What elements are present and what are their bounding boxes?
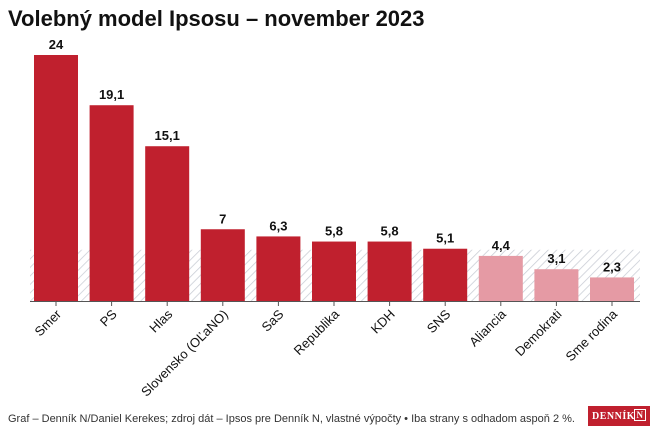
bar [534,269,579,301]
bar [590,277,634,301]
x-tick-label: Sme rodina [563,306,621,364]
value-label: 5,8 [325,224,343,239]
value-label: 19,1 [99,87,124,102]
bar [256,236,301,301]
x-tick-label: Smer [32,306,65,339]
value-label: 5,1 [436,231,454,246]
bar [423,248,468,301]
x-tick-label: SaS [259,306,287,334]
x-tick-label: Republika [291,306,343,358]
value-label: 6,3 [269,218,287,233]
value-label: 4,4 [492,238,511,253]
bar [89,105,134,301]
logo-text: DENNÍK [592,410,636,422]
value-label: 2,3 [603,259,621,274]
x-tick-label: KDH [368,307,398,337]
bar-chart: 24 19,1 15,1 7 6,3 5,8 5,8 5,1 4,4 3,1 2,3 Smer PS H… [30,37,640,399]
x-tick-label: SNS [424,306,454,336]
bar [34,55,78,301]
x-tick-label: Demokrati [512,306,565,359]
value-label: 15,1 [155,128,180,143]
value-label: 7 [219,211,226,226]
bar [367,241,412,301]
bar [200,229,245,301]
source-note: Graf – Denník N/Daniel Kerekes; zdroj dá… [8,413,575,425]
value-label: 24 [49,37,64,52]
bar [145,146,190,301]
bar [478,255,523,301]
bar [312,241,356,301]
logo-mark-icon: N [634,409,646,421]
x-tick-label: Hlas [146,306,175,335]
chart-title: Volebný model Ipsosu – november 2023 [8,6,425,31]
value-label: 5,8 [381,224,399,239]
x-tick-label: Aliancia [466,306,509,349]
x-tick-label: PS [97,306,120,329]
dennik-n-logo: DENNÍK N [588,406,650,426]
value-label: 3,1 [547,251,565,266]
